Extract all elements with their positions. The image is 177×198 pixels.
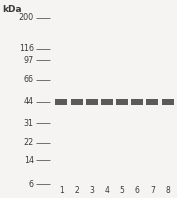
Bar: [101, 99, 113, 105]
Text: 31: 31: [24, 119, 34, 128]
Text: 7: 7: [150, 186, 155, 195]
Text: 6: 6: [29, 180, 34, 189]
Bar: [162, 99, 174, 105]
Text: 22: 22: [24, 138, 34, 147]
Text: 4: 4: [104, 186, 109, 195]
Text: 97: 97: [24, 56, 34, 65]
Text: 8: 8: [165, 186, 170, 195]
Text: 200: 200: [19, 13, 34, 22]
Text: 5: 5: [120, 186, 125, 195]
Text: kDa: kDa: [2, 5, 21, 14]
Bar: [116, 99, 128, 105]
Bar: [86, 99, 98, 105]
Text: 6: 6: [135, 186, 140, 195]
Text: 3: 3: [89, 186, 94, 195]
Text: 14: 14: [24, 156, 34, 165]
Bar: [71, 99, 83, 105]
Text: 44: 44: [24, 97, 34, 106]
Bar: [131, 99, 143, 105]
Text: 66: 66: [24, 75, 34, 84]
Text: 116: 116: [19, 44, 34, 53]
Bar: [146, 99, 158, 105]
Text: 2: 2: [74, 186, 79, 195]
Text: 1: 1: [59, 186, 64, 195]
Bar: [55, 99, 67, 105]
